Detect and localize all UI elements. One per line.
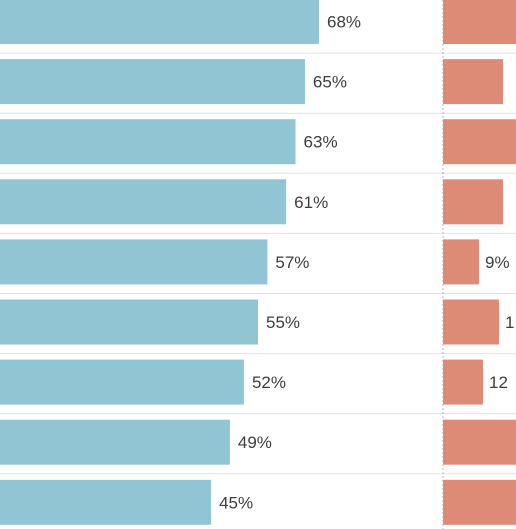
grid-lines (0, 52, 516, 475)
bar-series-2 (443, 119, 516, 165)
bar-series-2 (443, 59, 503, 105)
series-1-bars (0, 0, 319, 525)
data-label-series-2: 9% (485, 253, 510, 272)
data-label-series-1: 52% (252, 373, 286, 392)
bar-series-1 (0, 119, 296, 165)
bar-series-2 (443, 0, 516, 44)
data-label-series-2: 1 (505, 313, 514, 332)
bar-series-1 (0, 299, 259, 345)
data-label-series-1: 55% (266, 313, 300, 332)
series-2-bars (443, 0, 516, 525)
bar-series-2 (443, 359, 483, 405)
bar-series-2 (443, 299, 499, 345)
bar-series-2 (443, 239, 479, 285)
data-label-series-1: 65% (313, 73, 347, 92)
data-label-series-2: 12 (489, 373, 508, 392)
data-label-series-1: 57% (275, 253, 309, 272)
data-label-series-1: 49% (238, 433, 272, 452)
bar-series-1 (0, 0, 319, 44)
bar-series-1 (0, 419, 230, 465)
bar-series-2 (443, 179, 503, 225)
bar-series-2 (443, 479, 516, 525)
bar-series-1 (0, 179, 287, 225)
bar-series-1 (0, 239, 268, 285)
data-label-series-1: 61% (294, 193, 328, 212)
series-2-labels: 9% 1 12 (485, 253, 514, 392)
bar-series-1 (0, 479, 212, 525)
data-label-series-1: 68% (327, 13, 361, 32)
series-1-labels: 68% 65% 63% 61% 57% 55% 52% 49% 45% (219, 13, 361, 513)
data-label-series-1: 45% (219, 493, 253, 512)
bar-series-1 (0, 59, 305, 105)
bar-series-2 (443, 419, 516, 465)
data-label-series-1: 63% (304, 133, 338, 152)
bar-series-1 (0, 359, 244, 405)
